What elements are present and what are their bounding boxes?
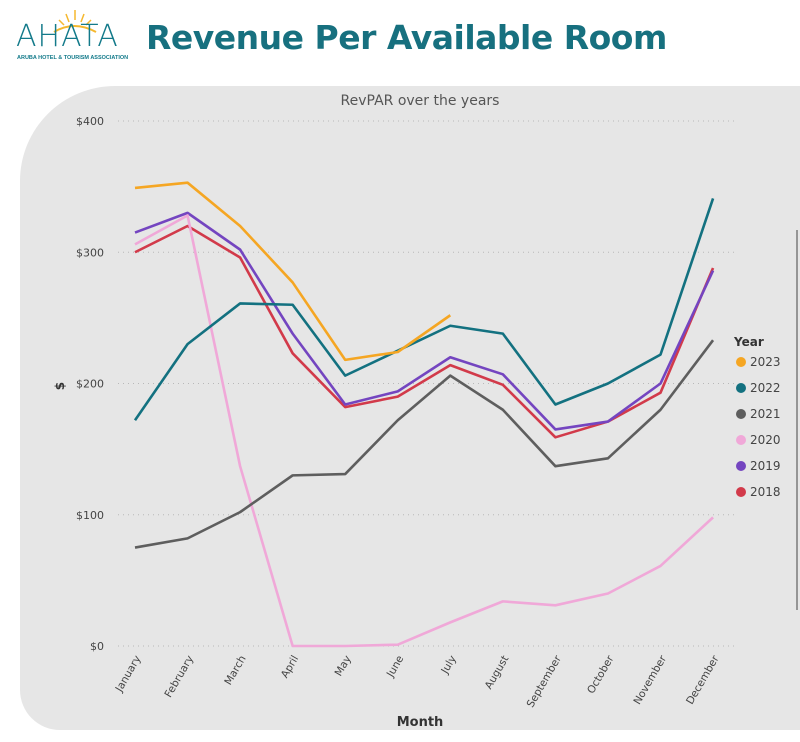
y-tick-label: $400 xyxy=(76,115,104,128)
legend-marker-2020 xyxy=(736,435,746,445)
series-line-2023 xyxy=(134,181,452,362)
y-axis-label: $ xyxy=(53,382,67,390)
legend-title: Year xyxy=(733,335,764,349)
x-tick-label: March xyxy=(222,654,248,688)
x-tick-label: February xyxy=(162,654,196,700)
chart-panel xyxy=(20,86,800,730)
logo-text: AHATA xyxy=(16,19,119,54)
legend-marker-2021 xyxy=(736,409,746,419)
y-tick-label: $0 xyxy=(90,640,104,653)
series-line-2019 xyxy=(134,211,715,431)
y-tick-label: $300 xyxy=(76,246,104,259)
x-tick-label: September xyxy=(525,653,565,710)
legend-label: 2018 xyxy=(750,485,781,499)
legend-label: 2020 xyxy=(750,433,781,447)
page-title: Revenue Per Available Room xyxy=(146,18,667,57)
x-tick-label: December xyxy=(684,653,722,707)
x-tick-label: October xyxy=(585,653,617,696)
logo-subtitle: ARUBA HOTEL & TOURISM ASSOCIATION xyxy=(17,55,129,61)
chart-title: RevPAR over the years xyxy=(341,93,500,109)
series-line-2020 xyxy=(134,214,714,648)
y-tick-label: $200 xyxy=(76,378,104,391)
x-tick-label: July xyxy=(439,654,459,677)
series-line-2021 xyxy=(134,339,715,549)
x-tick-label: November xyxy=(631,653,669,707)
legend-label: 2021 xyxy=(750,407,781,421)
sun-icon xyxy=(53,10,97,33)
legend-label: 2019 xyxy=(750,459,781,473)
x-tick-label: June xyxy=(384,654,406,681)
legend-marker-2018 xyxy=(736,487,746,497)
x-tick-label: May xyxy=(333,654,354,679)
x-tick-label: August xyxy=(483,654,512,692)
series-line-2018 xyxy=(134,224,715,439)
legend-marker-2022 xyxy=(736,383,746,393)
legend-label: 2022 xyxy=(750,381,781,395)
y-tick-label: $100 xyxy=(76,509,104,522)
series-line-2022 xyxy=(133,198,715,421)
legend-label: 2023 xyxy=(750,355,781,369)
x-tick-label: April xyxy=(279,654,301,681)
legend-marker-2023 xyxy=(736,357,746,367)
x-axis-label: Month xyxy=(397,715,444,730)
legend-marker-2019 xyxy=(736,461,746,471)
ahata-logo xyxy=(14,8,134,38)
x-tick-label: January xyxy=(113,654,144,695)
